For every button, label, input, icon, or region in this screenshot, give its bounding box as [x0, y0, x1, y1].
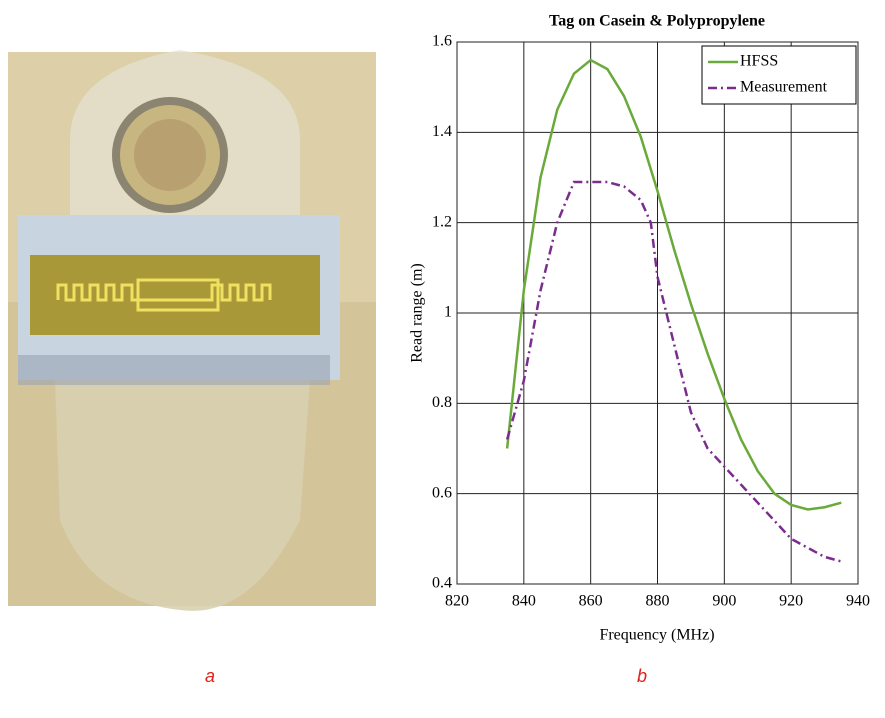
- x-tick-label: 900: [712, 593, 736, 610]
- chart-title: Tag on Casein & Polypropylene: [549, 13, 765, 30]
- line-series: [505, 180, 842, 563]
- x-tick-label: 940: [846, 593, 870, 610]
- x-tick-label: 820: [445, 593, 469, 610]
- caption: b: [637, 666, 647, 686]
- y-tick-label: 1.4: [432, 123, 452, 140]
- y-tick-label: 0.8: [432, 394, 452, 411]
- x-tick-label: 880: [646, 593, 670, 610]
- legend-label: Measurement: [740, 79, 828, 96]
- y-tick-label: 1.2: [432, 213, 452, 230]
- x-tick-label: 840: [512, 593, 536, 610]
- x-axis-label: Frequency (MHz): [599, 627, 714, 644]
- legend-box: [701, 45, 857, 105]
- x-tick-label: 920: [779, 593, 803, 610]
- x-tick-label: 860: [579, 593, 603, 610]
- y-axis-label: Read range (m): [409, 263, 426, 363]
- legend-label: HFSS: [740, 53, 778, 70]
- y-tick-label: 0.6: [432, 484, 452, 501]
- y-tick-label: 1: [444, 304, 452, 321]
- caption: a: [205, 666, 215, 686]
- line-series: [505, 58, 842, 511]
- y-tick-label: 0.4: [432, 575, 452, 592]
- y-tick-label: 1.6: [432, 33, 452, 50]
- photo: [8, 50, 376, 611]
